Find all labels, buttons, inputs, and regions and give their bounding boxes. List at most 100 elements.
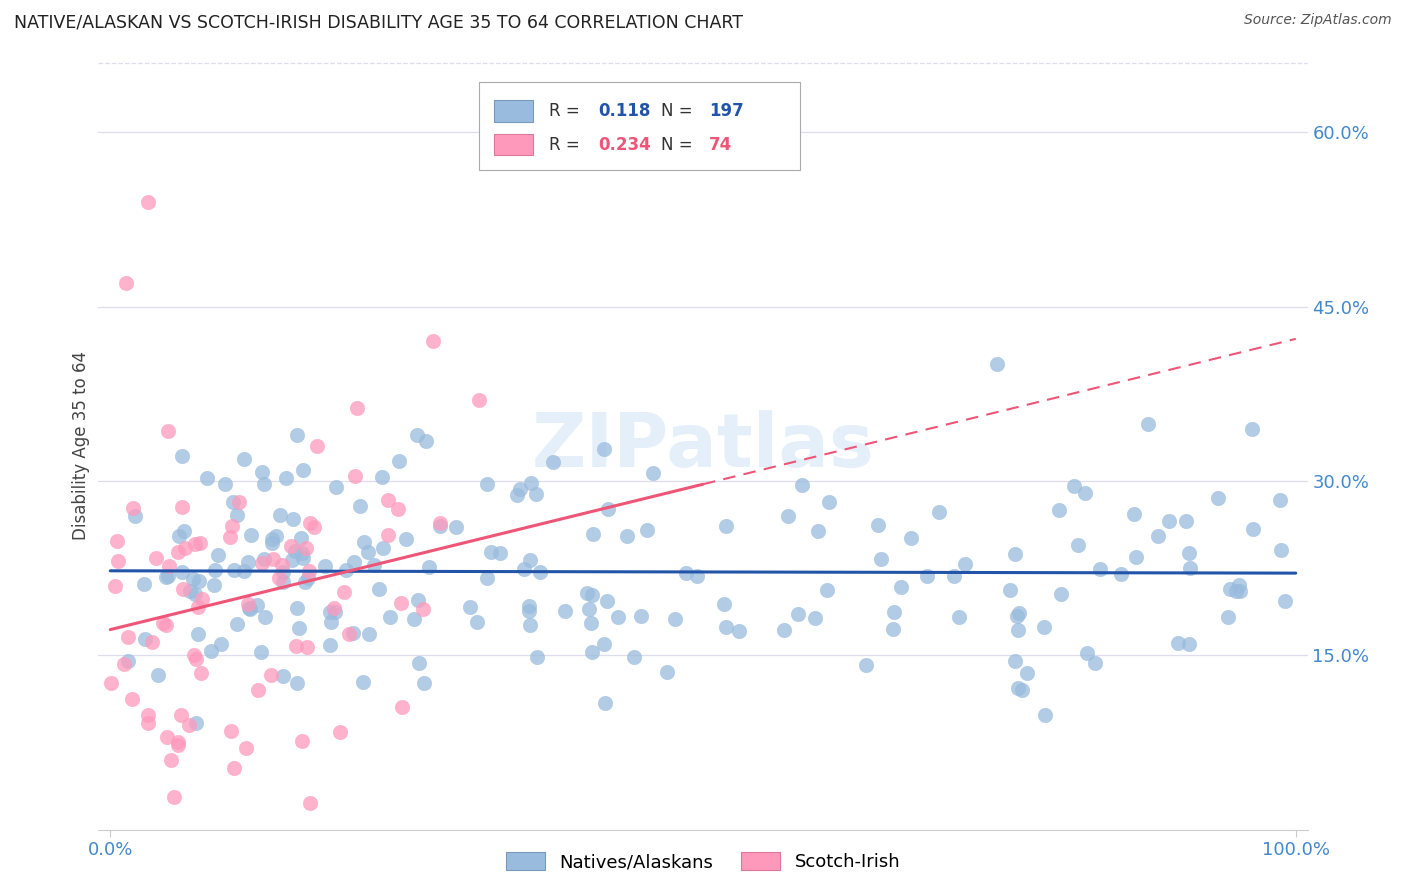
- Point: [170, 708, 193, 723]
- Point: [807, 524, 830, 538]
- Point: [943, 569, 966, 583]
- Point: [269, 508, 291, 522]
- Point: [475, 572, 498, 586]
- Point: [412, 601, 434, 615]
- Point: [190, 666, 212, 681]
- Point: [1241, 522, 1264, 536]
- Point: [236, 555, 259, 569]
- Point: [928, 505, 950, 519]
- Point: [593, 637, 616, 651]
- Point: [184, 715, 207, 730]
- Point: [238, 601, 260, 615]
- Point: [1123, 507, 1146, 521]
- Point: [363, 558, 385, 573]
- Point: [713, 597, 735, 611]
- Point: [173, 524, 195, 539]
- Point: [343, 468, 366, 483]
- Point: [1109, 566, 1132, 581]
- Point: [675, 566, 697, 580]
- Point: [132, 576, 155, 591]
- Point: [297, 564, 319, 578]
- Point: [1074, 486, 1097, 500]
- Point: [607, 609, 630, 624]
- Text: 74: 74: [709, 136, 733, 153]
- Point: [1229, 584, 1251, 599]
- Point: [1270, 543, 1292, 558]
- Point: [250, 556, 273, 570]
- Point: [280, 539, 302, 553]
- Point: [250, 645, 273, 659]
- Point: [596, 594, 619, 608]
- Point: [953, 557, 976, 571]
- Point: [209, 637, 232, 651]
- Point: [1274, 594, 1296, 608]
- Point: [167, 738, 190, 752]
- Point: [1067, 537, 1090, 551]
- Point: [228, 495, 250, 509]
- Point: [187, 599, 209, 614]
- Point: [543, 455, 565, 469]
- Point: [1007, 624, 1029, 638]
- Point: [122, 501, 145, 516]
- Point: [325, 480, 347, 494]
- Point: [387, 502, 409, 516]
- Point: [804, 611, 827, 625]
- Point: [408, 656, 430, 670]
- Point: [1268, 493, 1291, 508]
- Point: [773, 623, 796, 637]
- Point: [488, 546, 510, 560]
- Point: [183, 648, 205, 662]
- Point: [468, 392, 491, 407]
- Point: [307, 439, 329, 453]
- FancyBboxPatch shape: [494, 134, 533, 155]
- Point: [513, 562, 536, 576]
- Point: [148, 668, 170, 682]
- Point: [578, 602, 600, 616]
- Point: [100, 675, 122, 690]
- Point: [1136, 417, 1159, 432]
- Point: [1159, 514, 1181, 528]
- Point: [233, 565, 256, 579]
- Point: [252, 476, 274, 491]
- Point: [271, 574, 294, 589]
- Point: [506, 488, 529, 502]
- Point: [195, 471, 218, 485]
- Point: [429, 519, 451, 533]
- Point: [262, 533, 284, 547]
- Point: [716, 620, 738, 634]
- Point: [105, 534, 128, 549]
- Y-axis label: Disability Age 35 to 64: Disability Age 35 to 64: [72, 351, 90, 541]
- Point: [273, 565, 295, 579]
- Point: [465, 615, 488, 629]
- Point: [1175, 514, 1198, 528]
- Text: R =: R =: [550, 102, 585, 120]
- Point: [145, 551, 167, 566]
- Point: [900, 531, 922, 545]
- Point: [395, 533, 418, 547]
- Point: [444, 520, 467, 534]
- Point: [187, 626, 209, 640]
- Point: [1017, 666, 1039, 681]
- Point: [986, 357, 1008, 371]
- Point: [184, 537, 207, 551]
- Point: [343, 555, 366, 569]
- Point: [371, 470, 394, 484]
- Point: [319, 638, 342, 652]
- FancyBboxPatch shape: [479, 81, 800, 169]
- Point: [299, 516, 322, 530]
- Point: [204, 578, 226, 592]
- FancyBboxPatch shape: [494, 100, 533, 121]
- Point: [285, 428, 308, 442]
- Point: [160, 753, 183, 767]
- Point: [246, 683, 269, 698]
- Point: [778, 509, 800, 524]
- Point: [267, 570, 290, 584]
- Point: [517, 604, 540, 618]
- Point: [207, 548, 229, 562]
- Point: [172, 565, 194, 579]
- Point: [107, 554, 129, 568]
- Point: [323, 601, 346, 615]
- Point: [1229, 578, 1251, 592]
- Point: [314, 559, 336, 574]
- Point: [329, 725, 352, 739]
